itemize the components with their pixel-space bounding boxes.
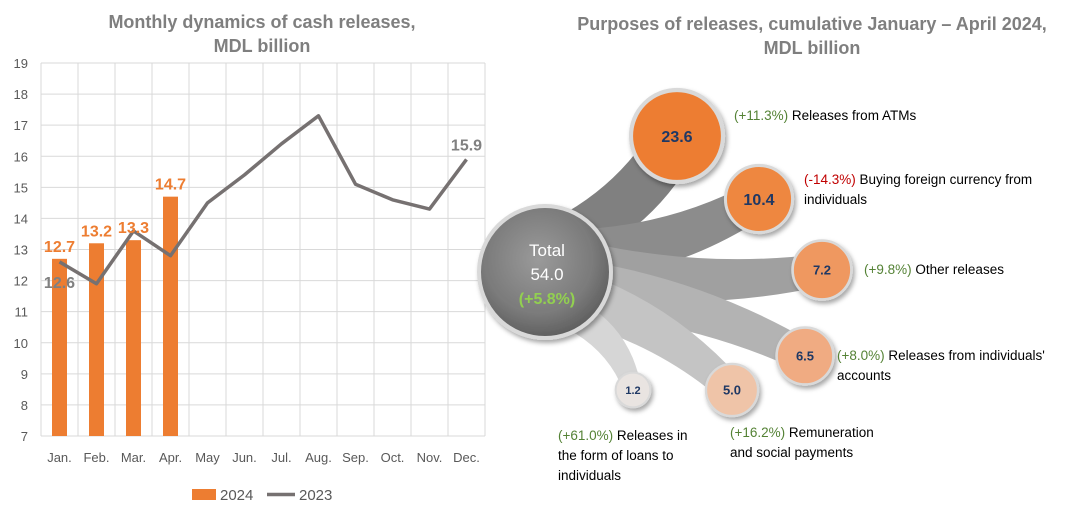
series-2023-data-labels: 12.6 15.9 [44, 137, 482, 292]
purpose-change: (-14.3%) [804, 172, 856, 187]
x-tick-label: Jun. [232, 450, 257, 465]
purpose-caption: (+16.2%) Remuneration and social payments [730, 425, 874, 460]
total-change: (+5.8%) [519, 291, 575, 308]
data-label-2024: 12.7 [44, 239, 75, 256]
purpose-bubble-value: 7.2 [813, 263, 831, 278]
total-value: 54.0 [530, 265, 563, 284]
purpose-bubble-value: 23.6 [661, 129, 692, 146]
purpose-bubble [791, 239, 853, 301]
purpose-caption: (+61.0%) Releases in the form of loans to… [558, 428, 687, 483]
series-2024-bars [52, 196, 178, 436]
series-2023-line [58, 114, 468, 286]
purpose-change: (+9.8%) [864, 262, 912, 277]
left-chart-y-axis: 7 8 9 10 11 12 13 14 15 16 17 18 19 [14, 56, 28, 444]
purpose-caption: (-14.3%) Buying foreign currency from ind… [804, 172, 1032, 207]
purpose-change: (+11.3%) [734, 108, 788, 123]
x-tick-label: Mar. [121, 450, 146, 465]
purpose-bubble [628, 87, 726, 185]
purpose-bubbles: 23.6 10.4 7.2 6.5 5.0 1.2 [614, 87, 853, 418]
purpose-label-line: the form of loans to [558, 448, 674, 463]
y-tick-label: 12 [14, 274, 28, 289]
bar-2024 [163, 196, 178, 436]
legend-label-2023: 2023 [299, 487, 332, 504]
purpose-change: (+61.0%) [558, 428, 613, 443]
left-chart-title-line-1: Monthly dynamics of cash releases, [108, 12, 415, 32]
y-tick-label: 11 [15, 305, 29, 320]
purpose-bubble-value: 10.4 [743, 192, 774, 209]
y-tick-label: 18 [14, 87, 28, 102]
total-bubble-circle [477, 204, 613, 340]
purpose-label-line: Releases from ATMs [788, 108, 916, 123]
data-label-2023: 12.6 [44, 275, 75, 292]
bar-2024 [52, 258, 67, 436]
purpose-bubble [723, 163, 795, 235]
connector [592, 265, 810, 371]
x-tick-label: Nov. [417, 450, 443, 465]
y-tick-label: 7 [21, 429, 28, 444]
purpose-bubble-value: 6.5 [796, 349, 814, 364]
series-2024-data-labels: 12.7 13.2 13.3 14.7 [44, 177, 186, 256]
purpose-label-line: Other releases [912, 262, 1005, 277]
purpose-label-line: Releases in [613, 428, 687, 443]
y-tick-label: 14 [14, 211, 28, 226]
x-tick-label: Aug. [305, 450, 332, 465]
legend-swatch-2024 [192, 489, 216, 500]
purpose-label-line: Releases from individuals' [885, 348, 1045, 363]
y-tick-label: 8 [21, 398, 28, 413]
purpose-label-line: Remuneration [785, 425, 874, 440]
total-label: Total [529, 241, 565, 260]
purpose-label-line: individuals [558, 468, 621, 483]
left-chart-title-line-2: MDL billion [214, 36, 311, 56]
right-chart: Purposes of releases, cumulative January… [477, 14, 1047, 483]
y-tick-label: 10 [14, 336, 28, 351]
y-tick-label: 16 [14, 149, 28, 164]
data-label-2024: 14.7 [155, 177, 186, 194]
right-chart-title-line-1: Purposes of releases, cumulative January… [577, 14, 1047, 34]
left-chart-grid [40, 62, 486, 437]
y-tick-label: 15 [14, 180, 28, 195]
x-tick-label: Jan. [47, 450, 72, 465]
y-tick-label: 17 [14, 118, 28, 133]
y-tick-label: 9 [21, 367, 28, 382]
connector [566, 308, 641, 396]
legend-label-2024: 2024 [220, 487, 253, 504]
x-tick-label: Dec. [453, 450, 480, 465]
purpose-label-line: individuals [804, 192, 867, 207]
purpose-change: (+16.2%) [730, 425, 785, 440]
purpose-bubble [614, 371, 652, 409]
purpose-captions: (+11.3%) Releases from ATMs (-14.3%) Buyi… [558, 108, 1045, 483]
x-tick-label: May [195, 450, 220, 465]
x-tick-label: Oct. [381, 450, 405, 465]
total-bubble: Total 54.0 (+5.8%) [477, 204, 613, 340]
x-tick-label: Apr. [159, 450, 182, 465]
bar-2024 [126, 240, 141, 436]
left-chart: Monthly dynamics of cash releases, MDL b… [14, 12, 486, 504]
purpose-caption: (+9.8%) Other releases [864, 262, 1004, 277]
bar-2024 [89, 243, 104, 436]
purpose-bubble-value: 5.0 [723, 383, 741, 398]
purpose-bubble [775, 326, 835, 386]
data-label-2024: 13.3 [118, 220, 149, 237]
x-tick-label: Feb. [83, 450, 109, 465]
right-chart-title-line-2: MDL billion [764, 38, 861, 58]
x-tick-label: Jul. [271, 450, 291, 465]
y-tick-label: 13 [14, 243, 28, 258]
data-label-2024: 13.2 [81, 223, 112, 240]
purpose-change: (+8.0%) [837, 348, 885, 363]
purpose-bubble [704, 362, 760, 418]
purpose-bubble-value: 1.2 [625, 385, 640, 397]
left-chart-legend: 2024 2023 [192, 487, 332, 504]
purpose-label-line: Buying foreign currency from [856, 172, 1032, 187]
purpose-caption: (+8.0%) Releases from individuals' accoun… [837, 348, 1045, 383]
connector [580, 282, 740, 403]
left-chart-x-axis: Jan. Feb. Mar. Apr. May Jun. Jul. Aug. Sep. Oct. N… [47, 450, 480, 465]
x-tick-label: Sep. [342, 450, 369, 465]
purpose-label-line: and social payments [730, 445, 853, 460]
purpose-label-line: accounts [837, 368, 891, 383]
y-tick-label: 19 [14, 56, 28, 71]
data-label-2023: 15.9 [451, 137, 482, 154]
purpose-caption: (+11.3%) Releases from ATMs [734, 108, 916, 123]
